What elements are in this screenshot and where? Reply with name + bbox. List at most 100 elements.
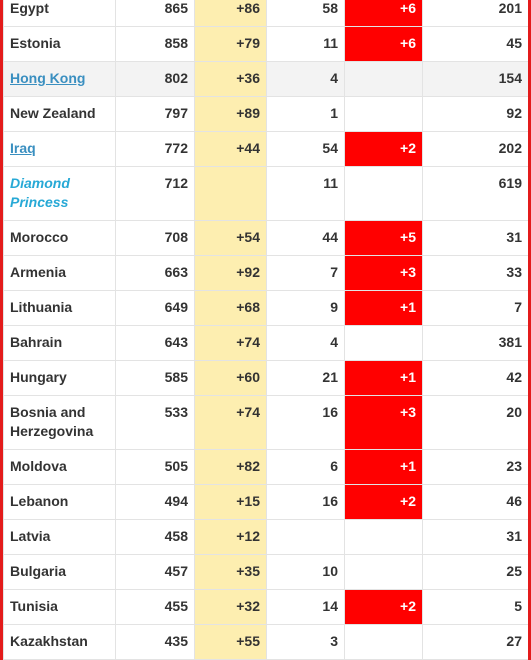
- country-link[interactable]: Iraq: [10, 140, 36, 156]
- total-recovered-cell: 5: [422, 589, 528, 625]
- total-cases-cell: 455: [115, 589, 195, 625]
- country-name: Bahrain: [10, 334, 63, 350]
- total-recovered-cell: 46: [422, 484, 528, 520]
- new-deaths-cell: +3: [344, 255, 423, 291]
- new-deaths-cell: +1: [344, 290, 423, 326]
- country-cell: Lebanon: [3, 484, 116, 520]
- country-name: Kazakhstan: [10, 633, 88, 649]
- total-deaths-cell: 1: [266, 96, 345, 132]
- table-row: Hungary 585 +60 21 +1 42: [3, 360, 528, 396]
- country-name: Egypt: [10, 0, 49, 16]
- new-deaths-cell: +1: [344, 360, 423, 396]
- total-recovered-cell: 25: [422, 554, 528, 590]
- total-cases-cell: 649: [115, 290, 195, 326]
- country-name: Estonia: [10, 35, 61, 51]
- total-cases-cell: 457: [115, 554, 195, 590]
- country-cell: Estonia: [3, 26, 116, 62]
- new-cases-cell: +92: [194, 255, 267, 291]
- new-cases-cell: +89: [194, 96, 267, 132]
- new-cases-cell: +60: [194, 360, 267, 396]
- total-deaths-cell: 16: [266, 395, 345, 450]
- total-cases-cell: 494: [115, 484, 195, 520]
- new-deaths-cell: [344, 624, 423, 660]
- new-cases-cell: +82: [194, 449, 267, 485]
- total-deaths-cell: 4: [266, 61, 345, 97]
- total-deaths-cell: 54: [266, 131, 345, 167]
- table-row: Iraq 772 +44 54 +2 202: [3, 131, 528, 167]
- total-deaths-cell: [266, 519, 345, 555]
- new-cases-cell: +54: [194, 220, 267, 256]
- total-recovered-cell: 92: [422, 96, 528, 132]
- table-row: Diamond Princess 712 11 619: [3, 166, 528, 221]
- total-deaths-cell: 9: [266, 290, 345, 326]
- total-recovered-cell: 7: [422, 290, 528, 326]
- total-cases-cell: 663: [115, 255, 195, 291]
- country-name: Latvia: [10, 528, 51, 544]
- country-cell[interactable]: Iraq: [3, 131, 116, 167]
- total-cases-cell: 505: [115, 449, 195, 485]
- new-cases-cell: +35: [194, 554, 267, 590]
- country-name: Bulgaria: [10, 563, 67, 579]
- total-recovered-cell: 23: [422, 449, 528, 485]
- country-link[interactable]: Hong Kong: [10, 70, 86, 86]
- table-row: Bosnia and Herzegovina 533 +74 16 +3 20: [3, 395, 528, 450]
- country-cell: Armenia: [3, 255, 116, 291]
- new-deaths-cell: +1: [344, 449, 423, 485]
- new-deaths-cell: +6: [344, 0, 423, 27]
- table-row: Hong Kong 802 +36 4 154: [3, 61, 528, 97]
- new-cases-cell: +86: [194, 0, 267, 27]
- total-recovered-cell: 201: [422, 0, 528, 27]
- new-deaths-cell: +6: [344, 26, 423, 62]
- total-recovered-cell: 619: [422, 166, 528, 221]
- new-cases-cell: +15: [194, 484, 267, 520]
- table-row: Lebanon 494 +15 16 +2 46: [3, 484, 528, 520]
- new-cases-cell: +74: [194, 325, 267, 361]
- total-recovered-cell: 31: [422, 220, 528, 256]
- country-name: Hungary: [10, 369, 67, 385]
- new-deaths-cell: +3: [344, 395, 423, 450]
- new-cases-cell: +79: [194, 26, 267, 62]
- new-deaths-cell: [344, 96, 423, 132]
- country-name: Tunisia: [10, 598, 58, 614]
- total-recovered-cell: 202: [422, 131, 528, 167]
- new-cases-cell: +36: [194, 61, 267, 97]
- country-cell: Hungary: [3, 360, 116, 396]
- new-cases-cell: +68: [194, 290, 267, 326]
- country-name: Lithuania: [10, 299, 73, 315]
- new-deaths-cell: [344, 61, 423, 97]
- country-name: Armenia: [10, 264, 67, 280]
- country-cell: Tunisia: [3, 589, 116, 625]
- total-deaths-cell: 16: [266, 484, 345, 520]
- country-cell: Lithuania: [3, 290, 116, 326]
- total-cases-cell: 858: [115, 26, 195, 62]
- country-cell: Bulgaria: [3, 554, 116, 590]
- country-name: Morocco: [10, 229, 69, 245]
- total-deaths-cell: 21: [266, 360, 345, 396]
- total-recovered-cell: 45: [422, 26, 528, 62]
- new-cases-cell: +32: [194, 589, 267, 625]
- total-cases-cell: 772: [115, 131, 195, 167]
- country-cell: Bahrain: [3, 325, 116, 361]
- total-deaths-cell: 6: [266, 449, 345, 485]
- total-deaths-cell: 11: [266, 26, 345, 62]
- total-cases-cell: 802: [115, 61, 195, 97]
- total-recovered-cell: 154: [422, 61, 528, 97]
- country-name: Lebanon: [10, 493, 69, 509]
- total-deaths-cell: 10: [266, 554, 345, 590]
- table-row: Morocco 708 +54 44 +5 31: [3, 220, 528, 256]
- total-cases-cell: 533: [115, 395, 195, 450]
- new-cases-cell: +74: [194, 395, 267, 450]
- new-deaths-cell: [344, 166, 423, 221]
- total-recovered-cell: 33: [422, 255, 528, 291]
- country-name: New Zealand: [10, 105, 96, 121]
- table-row: Latvia 458 +12 31: [3, 519, 528, 555]
- total-cases-cell: 458: [115, 519, 195, 555]
- total-deaths-cell: 4: [266, 325, 345, 361]
- country-cell: Moldova: [3, 449, 116, 485]
- new-deaths-cell: [344, 554, 423, 590]
- total-cases-cell: 712: [115, 166, 195, 221]
- country-cell[interactable]: Hong Kong: [3, 61, 116, 97]
- table-row: Armenia 663 +92 7 +3 33: [3, 255, 528, 291]
- country-cell: Diamond Princess: [3, 166, 116, 221]
- new-deaths-cell: +2: [344, 131, 423, 167]
